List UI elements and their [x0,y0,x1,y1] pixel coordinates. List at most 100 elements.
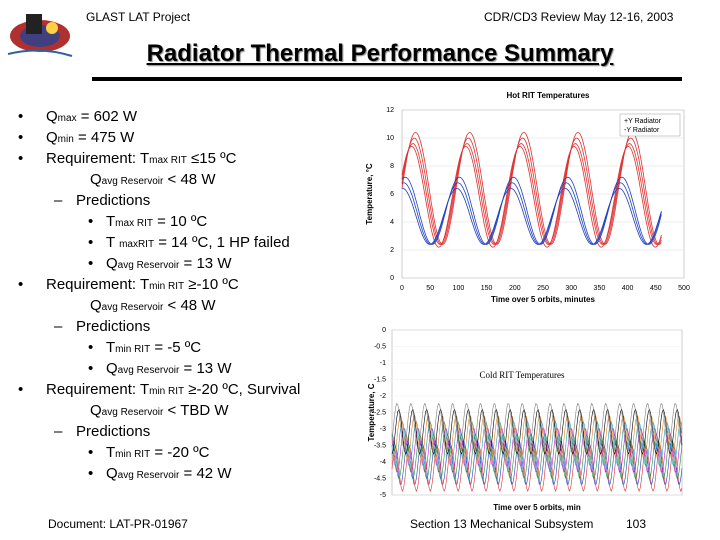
bullet-main-text: Q [46,108,58,125]
bullet-text: Requirement: Tmin RIT ≥-20 ºC, Survival [46,379,300,402]
series-line [401,137,662,245]
bullet-rest-text: = 602 W [76,108,138,125]
bullet-main-text: Predictions [76,192,151,209]
y-tick-label: 6 [390,191,394,198]
cold-rit-chart: 0 -0.5 -1 -1.5 -2 -2.5 -3 -3.5 -4 -4.5 -5 Cold RIT … [362,320,712,520]
bullet-rest-text: < 48 W [163,297,216,314]
y-tick-label: 0 [390,275,394,282]
bullet-subscript: avg Reservoir [101,176,164,187]
x-tick-label: 50 [426,285,434,292]
series-line [401,146,662,248]
bullet-subscript: avg Reservoir [101,407,164,418]
series-line [391,428,683,473]
series-line [391,402,683,449]
bullet-subscript: avg Reservoir [117,260,180,271]
hot-rit-chart: Hot RIT Temperatures 0 2 4 6 8 10 12 0 50 100 150 20… [360,88,710,313]
y-tick-label: 2 [390,247,394,254]
bullet-rest-text: ≤15 ºC [186,150,237,167]
y-tick-label: 12 [386,107,394,114]
bullet-marker: – [54,423,63,440]
y-tick-label: -2.5 [374,410,386,417]
y-tick-label: -3 [380,426,386,433]
section-label: Section 13 Mechanical Subsystem [410,517,594,531]
bullet-text: Requirement: Tmin RIT ≥-10 ºC [46,274,239,297]
bullet-marker: • [88,255,94,272]
y-tick-label: 0 [382,327,386,334]
bullet-rest-text: = 42 W [179,465,232,482]
bullet-main-text: Q [90,171,102,188]
series-line [401,131,662,245]
bullet-main-text: Q [90,297,102,314]
y-tick-label: -4 [380,459,386,466]
chart-title: Hot RIT Temperatures [507,91,591,100]
bullet-text: Qmax = 602 W [46,106,137,129]
y-tick-label: -0.5 [374,344,386,351]
bullet-main-text: Q [90,402,102,419]
bullet-text: Predictions [76,421,150,442]
y-axis-label: Temperature, C [367,383,376,441]
bullet-marker: • [18,129,24,146]
series-line [391,421,683,468]
bullet-rest-text: < TBD W [163,402,229,419]
bullet-marker: – [54,192,63,209]
x-tick-label: 400 [622,285,634,292]
bullet-text: Qavg Reservoir < 48 W [90,295,215,318]
bullet-subscript: max RIT [149,155,187,166]
bullet-rest-text: ≥-10 ºC [184,276,239,293]
bullet-rest-text: = -5 ºC [150,339,202,356]
bullet-marker: – [54,318,63,335]
bullet-text: Tmin RIT = -20 ºC [106,442,209,465]
bullet-subscript: min RIT [149,386,185,397]
series-line [401,176,662,245]
bullet-text: Qavg Reservoir = 42 W [106,463,231,486]
review-name: CDR/CD3 Review May 12-16, 2003 [484,10,674,24]
bullet-subscript: avg Reservoir [117,365,180,376]
bullet-main-text: Requirement: T [46,381,150,398]
y-tick-label: 10 [386,135,394,142]
series-line [401,143,662,245]
x-tick-label: 450 [650,285,662,292]
bullet-main-text: T [106,444,116,461]
bullet-rest-text: < 48 W [163,171,216,188]
bullet-main-text: Requirement: T [46,276,150,293]
bullet-text: Qavg Reservoir = 13 W [106,253,231,276]
x-tick-label: 350 [594,285,606,292]
bullet-subscript: avg Reservoir [117,470,180,481]
series-line [391,433,683,480]
bullet-main-text: Q [106,360,118,377]
bullet-main-text: T [106,234,120,251]
bullet-subscript: max RIT [115,218,153,229]
title-divider [92,77,682,81]
bullet-text: Tmax RIT = 10 ºC [106,211,207,234]
y-tick-label: -2 [380,393,386,400]
y-tick-label: -3.5 [374,443,386,450]
x-tick-label: 300 [565,285,577,292]
bullet-rest-text: = 13 W [179,255,232,272]
bullet-text: Requirement: Tmax RIT ≤15 ºC [46,148,236,171]
page-number: 103 [626,517,647,531]
bullet-marker: • [18,108,24,125]
x-axis-label: Time over 5 orbits, minutes [491,295,595,304]
bullet-main-text: Q [106,255,118,272]
glast-logo [4,6,74,64]
bullet-subscript: min [57,134,74,145]
bullet-text: Tmin RIT = -5 ºC [106,337,201,360]
y-tick-label: -4.5 [374,476,386,483]
bullet-text: Qmin = 475 W [46,127,134,150]
x-tick-label: 250 [537,285,549,292]
bullet-subscript: min RIT [115,449,151,460]
bullet-marker: • [18,150,24,167]
y-tick-label: 4 [390,219,394,226]
bullet-rest-text: = 13 W [179,360,232,377]
bullet-text: Predictions [76,190,150,211]
y-axis-label: Temperature, °C [365,163,374,225]
bullet-subscript: avg Reservoir [101,302,164,313]
bullet-marker: • [88,465,94,482]
bullet-text: Predictions [76,316,150,337]
legend-box [619,113,681,137]
document-id: Document: LAT-PR-01967 [48,517,188,531]
x-tick-label: 0 [400,285,404,292]
bullet-marker: • [88,213,94,230]
y-tick-label: 8 [390,163,394,170]
bullet-rest-text: = 475 W [73,129,135,146]
